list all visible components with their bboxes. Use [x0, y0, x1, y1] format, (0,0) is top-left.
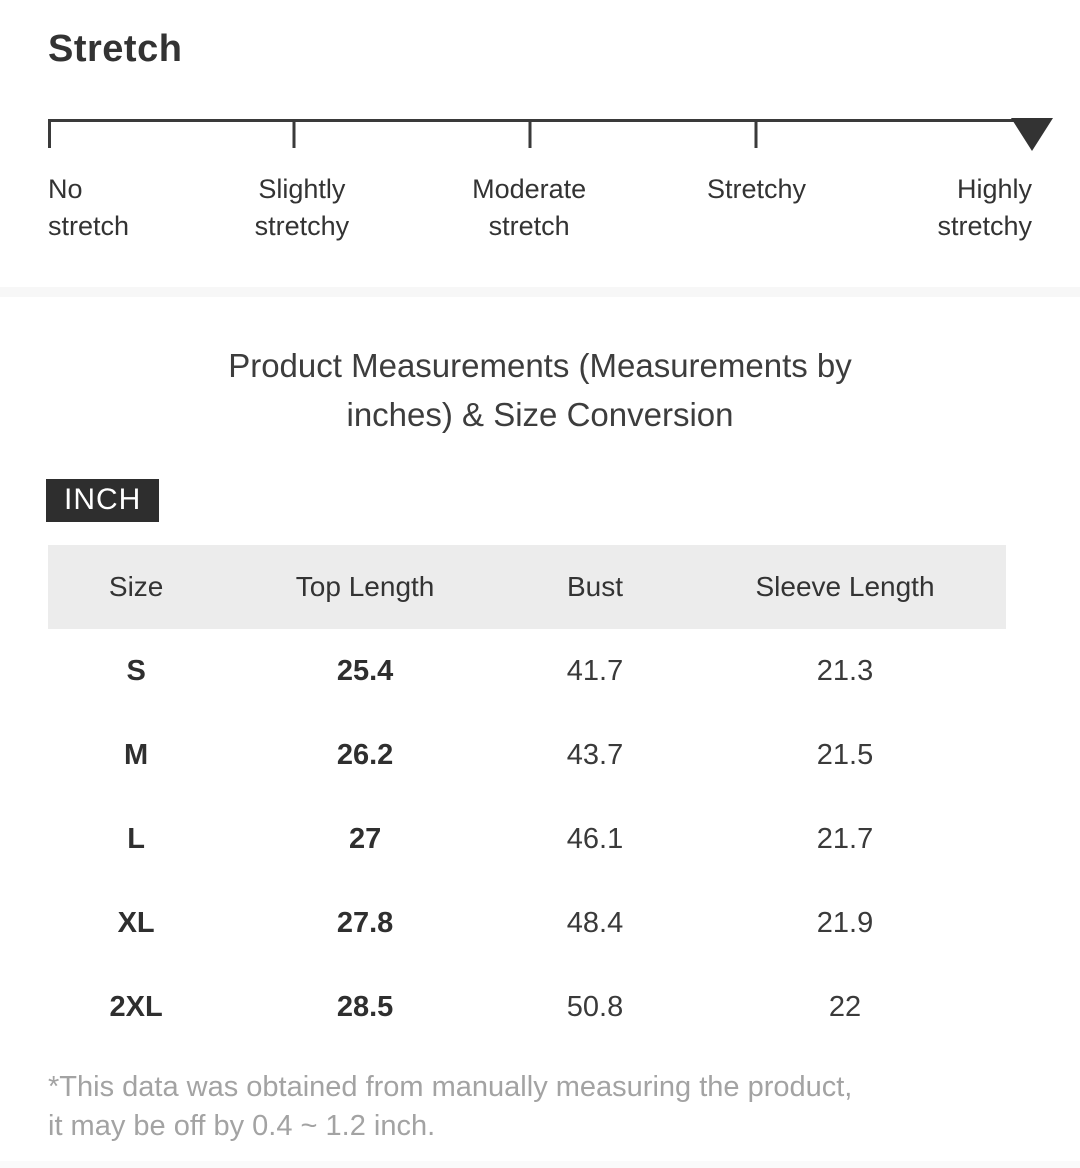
stretch-section-title: Stretch	[48, 28, 183, 70]
sleeve-length-value: 21.9	[816, 906, 874, 939]
table-row-l: L 27 46.1 21.7	[48, 797, 1006, 881]
scale-label-slightly-stretchy: Slightly stretchy	[254, 174, 350, 241]
sleeve-length-value: 21.7	[816, 822, 874, 855]
measurement-footnote: *This data was obtained from manually me…	[48, 1071, 853, 1142]
column-header-bust: Bust	[566, 571, 624, 602]
stretch-scale-track	[48, 118, 1053, 151]
size-value: M	[124, 738, 149, 771]
bust-value: 43.7	[566, 738, 624, 771]
bust-value: 46.1	[566, 822, 624, 855]
section-divider	[0, 287, 1080, 297]
scale-tick	[292, 119, 296, 148]
size-value: XL	[117, 906, 155, 939]
table-row-m: M 26.2 43.7 21.5	[48, 713, 1006, 797]
size-table: Size Top Length Bust Sleeve Length S 25.…	[48, 545, 1006, 1049]
scale-label-no-stretch: No stretch	[48, 174, 130, 241]
column-header-size: Size	[108, 571, 164, 602]
bust-value: 41.7	[566, 654, 624, 687]
column-header-sleeve-length: Sleeve Length	[755, 571, 935, 602]
size-value: S	[126, 654, 146, 687]
table-row-xl: XL 27.8 48.4 21.9	[48, 881, 1006, 965]
scale-label-highly-stretchy: Highly stretchy	[937, 174, 1032, 241]
stretch-level-marker-icon	[1011, 118, 1053, 151]
bottom-divider	[0, 1161, 1080, 1168]
top-length-value: 27	[348, 822, 382, 855]
sleeve-length-value: 21.3	[816, 654, 874, 687]
top-length-value: 28.5	[336, 990, 394, 1023]
top-length-value: 27.8	[336, 906, 394, 939]
unit-badge-inch[interactable]: INCH	[46, 479, 160, 522]
stretch-scale-labels: No stretch Slightly stretchy Moderate st…	[48, 171, 1032, 247]
size-value: L	[127, 822, 145, 855]
bust-value: 50.8	[566, 990, 624, 1023]
table-row-2xl: 2XL 28.5 50.8 22	[48, 965, 1006, 1049]
measurements-title: Product Measurements (Measurements by in…	[228, 347, 852, 433]
scale-tick	[528, 119, 532, 148]
top-length-value: 26.2	[336, 738, 394, 771]
scale-tick	[754, 119, 758, 148]
bust-value: 48.4	[566, 906, 624, 939]
size-value: 2XL	[109, 990, 163, 1023]
scale-label-moderate-stretch: Moderate stretch	[472, 174, 587, 241]
scale-tick	[48, 119, 51, 148]
table-header-row: Size Top Length Bust Sleeve Length	[48, 545, 1006, 629]
sleeve-length-value: 22	[828, 990, 862, 1023]
column-header-top-length: Top Length	[295, 571, 435, 602]
table-row-s: S 25.4 41.7 21.3	[48, 629, 1006, 713]
top-length-value: 25.4	[336, 654, 394, 687]
scale-label-stretchy: Stretchy	[706, 174, 806, 204]
sleeve-length-value: 21.5	[816, 738, 874, 771]
